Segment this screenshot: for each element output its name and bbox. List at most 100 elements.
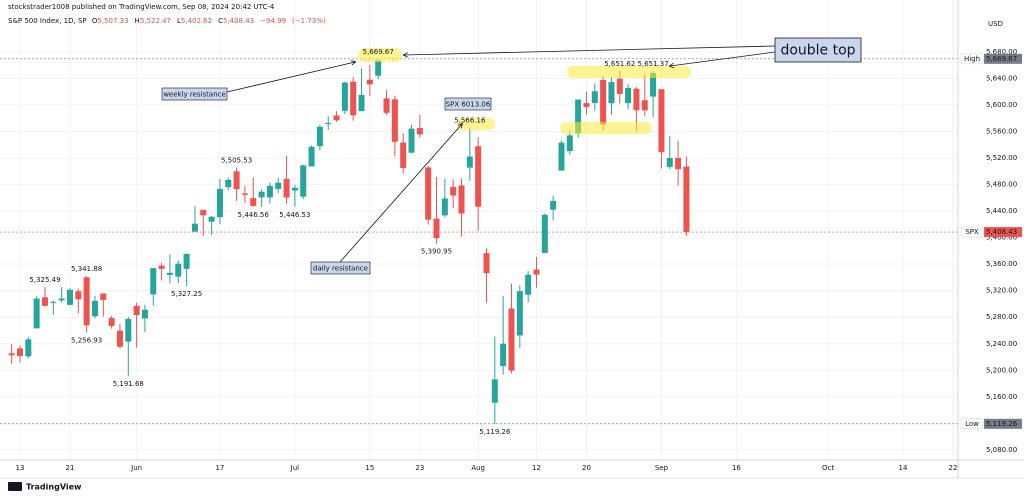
y-tick-label: 5,200.00 bbox=[986, 366, 1017, 374]
candle-body bbox=[391, 99, 398, 142]
candle-body bbox=[358, 94, 365, 112]
candle-body bbox=[50, 301, 57, 303]
y-tick-label: 5,600.00 bbox=[986, 101, 1017, 109]
price-tag-bg bbox=[984, 227, 1022, 238]
price-labels: 5,325.49 5,341.88 5,505.53 5,669.67 5,566.16… bbox=[29, 48, 668, 436]
y-tick-label: 5,400.00 bbox=[986, 234, 1017, 242]
candle-body bbox=[33, 298, 40, 329]
candle-body bbox=[566, 135, 573, 152]
candle-body bbox=[250, 198, 257, 206]
candle-body bbox=[241, 193, 248, 195]
symbol: S&P 500 Index, 1D, SP bbox=[8, 17, 87, 25]
high-label: 5,669.67 bbox=[363, 48, 394, 56]
candle-body bbox=[191, 223, 198, 232]
candle-body bbox=[466, 156, 473, 168]
candle-body bbox=[658, 89, 665, 153]
candle-body bbox=[133, 305, 140, 315]
high-label: 5,651.37 bbox=[638, 60, 669, 68]
candle-body bbox=[100, 293, 107, 300]
highlight bbox=[457, 118, 495, 130]
candle-body bbox=[616, 78, 623, 94]
high-label: 5,505.53 bbox=[221, 157, 252, 165]
candle-body bbox=[333, 115, 340, 121]
candle-body bbox=[441, 198, 448, 216]
candle-body bbox=[41, 297, 48, 306]
price-tag-bg bbox=[984, 418, 1022, 429]
low-label: 5,390.95 bbox=[421, 248, 452, 256]
annotation: double top bbox=[780, 43, 855, 59]
candle-body bbox=[591, 91, 598, 103]
candle-body bbox=[600, 79, 607, 125]
candle-body bbox=[416, 128, 423, 135]
candle-body bbox=[608, 82, 615, 104]
arrow bbox=[670, 51, 776, 66]
legend-item: L5,402.62 bbox=[177, 17, 215, 25]
candle-body bbox=[516, 291, 523, 336]
candle-body bbox=[283, 178, 290, 198]
low-label: 5,446.53 bbox=[279, 211, 310, 219]
candle-body bbox=[450, 186, 457, 196]
candle-body bbox=[350, 81, 357, 116]
x-tick-label: 13 bbox=[16, 464, 25, 472]
arrow bbox=[226, 62, 355, 93]
candle-body bbox=[141, 309, 148, 319]
candle-body bbox=[8, 353, 15, 356]
y-tick-label: 5,320.00 bbox=[986, 287, 1017, 295]
legend-item: H5,522.47 bbox=[135, 17, 174, 25]
candle-body bbox=[200, 209, 207, 216]
candle-body bbox=[216, 189, 223, 218]
candle-body bbox=[400, 142, 407, 169]
candle-body bbox=[341, 82, 348, 111]
y-tick-label: 5,520.00 bbox=[986, 154, 1017, 162]
logo-icon bbox=[8, 482, 22, 491]
candle-body bbox=[275, 182, 282, 189]
annotation: SPX 6013.06 bbox=[446, 101, 491, 109]
legend-key: O bbox=[91, 17, 98, 25]
legend: S&P 500 Index, 1D, SP O5,507.33 H5,522.47… bbox=[8, 17, 332, 25]
candle-body bbox=[208, 216, 215, 222]
candle-body bbox=[75, 291, 82, 300]
annotation: daily resistance bbox=[313, 265, 368, 273]
candle-body bbox=[166, 272, 173, 275]
candle-body bbox=[650, 72, 657, 97]
price-tag-label: 5,119.26 bbox=[986, 420, 1018, 428]
candle-body bbox=[316, 126, 323, 147]
price-tag-bg bbox=[984, 53, 1022, 64]
annotation-box bbox=[774, 37, 862, 63]
y-axis-label: USD bbox=[988, 20, 1003, 28]
x-tick-label: 14 bbox=[899, 464, 908, 472]
candle-body bbox=[366, 79, 373, 85]
logo: TradingView bbox=[26, 483, 82, 492]
candle-body bbox=[550, 201, 557, 210]
low-label: 5,256.93 bbox=[71, 337, 102, 345]
candle-body bbox=[125, 318, 132, 342]
x-tick-label: Sep bbox=[655, 464, 669, 472]
legend-key: H bbox=[134, 17, 140, 25]
candle-body bbox=[58, 298, 65, 301]
highlight bbox=[560, 122, 652, 134]
price-tag-name-bg bbox=[960, 418, 984, 430]
candle-body bbox=[325, 123, 332, 125]
candle-body bbox=[175, 263, 182, 277]
axes: USD 5,080.005,120.005,160.005,200.005,24… bbox=[0, 0, 1024, 478]
highlight bbox=[358, 48, 402, 62]
price-tag-name: High bbox=[964, 55, 980, 63]
price-tag-name: Low bbox=[965, 420, 979, 428]
candle-body bbox=[91, 300, 98, 317]
low-label: 5,191.68 bbox=[113, 380, 144, 388]
candle-body bbox=[425, 167, 432, 220]
y-tick-label: 5,640.00 bbox=[986, 75, 1017, 83]
candle-body bbox=[525, 274, 532, 295]
candle-body bbox=[675, 158, 682, 170]
price-lines bbox=[0, 58, 958, 425]
candle-body bbox=[533, 269, 540, 275]
legend-key: C bbox=[218, 17, 223, 25]
legend-value: (−1.73%) bbox=[292, 17, 326, 25]
low-label: 5,446.56 bbox=[238, 211, 270, 219]
candle-body bbox=[66, 289, 73, 305]
y-tick-label: 5,280.00 bbox=[986, 313, 1017, 321]
y-tick-label: 5,240.00 bbox=[986, 340, 1017, 348]
candle-body bbox=[150, 268, 157, 295]
x-tick-label: 17 bbox=[215, 464, 224, 472]
